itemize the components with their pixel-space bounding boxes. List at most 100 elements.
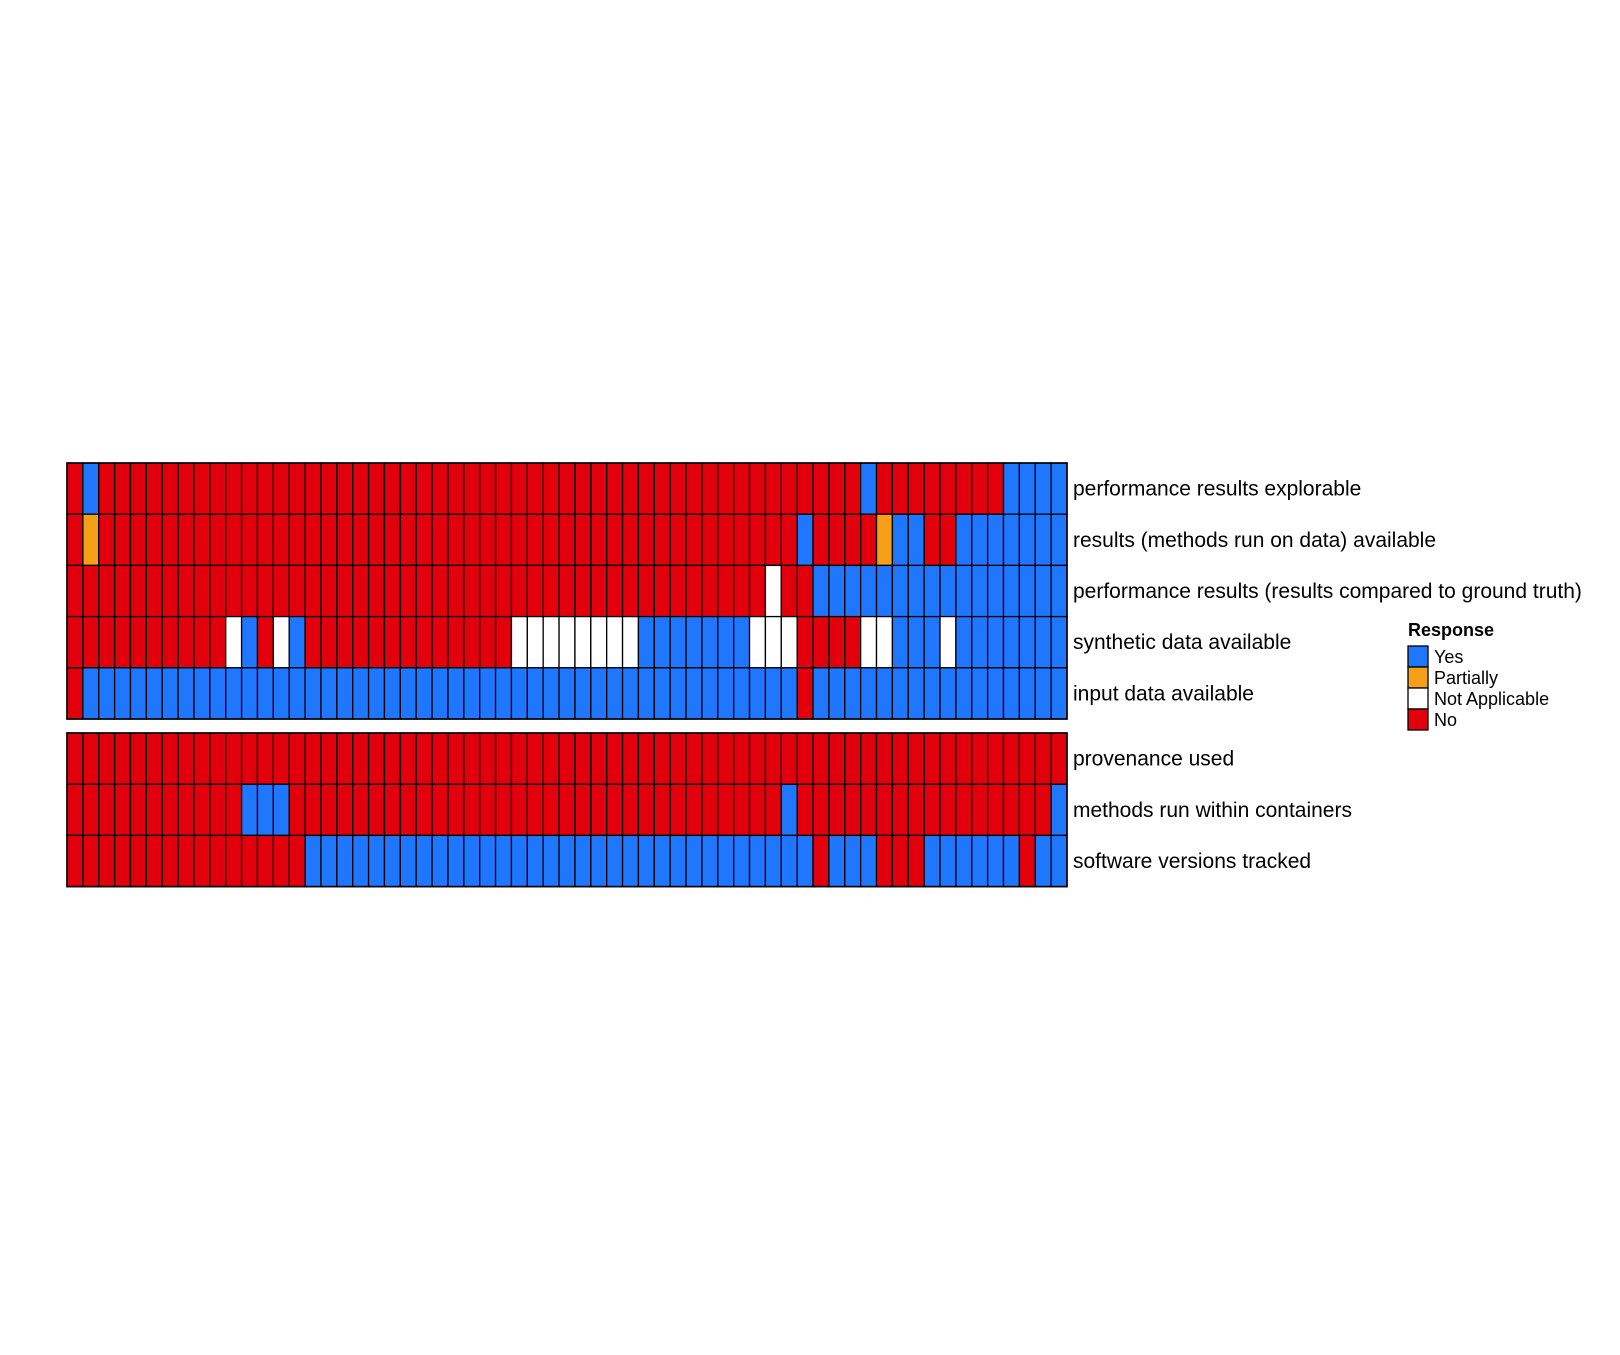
heatmap-cell-no <box>939 732 957 785</box>
heatmap-cell-no <box>113 462 132 515</box>
heatmap-cell-no <box>1018 834 1036 888</box>
legend-swatch-not-applicable <box>1407 687 1429 710</box>
heatmap-cell-no <box>209 732 227 785</box>
heatmap-cell-yes <box>1050 834 1068 888</box>
heatmap-cell-no <box>98 564 116 618</box>
heatmap-cell-yes <box>1002 513 1021 567</box>
heatmap-cell-no <box>431 564 449 618</box>
heatmap-cell-no <box>177 783 195 837</box>
heatmap-cell-yes <box>240 667 259 720</box>
heatmap-cell-yes <box>447 834 465 888</box>
heatmap-cell-no <box>574 513 592 567</box>
heatmap-cell-no <box>415 615 433 669</box>
heatmap-cell-yes <box>971 513 989 567</box>
heatmap-cell-yes <box>860 667 878 720</box>
heatmap-cell-yes <box>526 667 544 720</box>
heatmap-cell-yes <box>923 667 941 720</box>
legend-swatch-no <box>1407 708 1429 731</box>
heatmap-cell-no <box>590 732 608 785</box>
heatmap-cell-no <box>288 564 306 618</box>
heatmap-cell-no <box>431 462 449 515</box>
heatmap-cell-yes <box>542 667 560 720</box>
heatmap-cell-yes <box>272 667 290 720</box>
heatmap-cell-yes <box>558 667 576 720</box>
heatmap-cell-no <box>653 462 671 515</box>
heatmap-cell-yes <box>399 834 417 888</box>
heatmap-cell-no <box>193 783 211 837</box>
heatmap-cell-no <box>479 513 497 567</box>
heatmap-cell-yes <box>1018 513 1036 567</box>
heatmap-cell-yes <box>463 667 481 720</box>
heatmap-cell-yes <box>717 667 735 720</box>
heatmap-cell-yes <box>1034 462 1052 515</box>
heatmap-cell-no <box>606 783 624 837</box>
heatmap-cell-yes <box>828 667 846 720</box>
heatmap-cell-no <box>145 513 163 567</box>
heatmap-cell-no <box>891 462 909 515</box>
heatmap-cell-yes <box>907 667 925 720</box>
heatmap-cell-no <box>415 462 433 515</box>
heatmap-cell-no <box>447 462 465 515</box>
heatmap-cell-no <box>129 834 148 888</box>
heatmap-cell-no <box>66 783 84 837</box>
heatmap-cell-yes <box>812 564 830 618</box>
heatmap-cell-yes <box>606 834 624 888</box>
heatmap-cell-no <box>1034 732 1052 785</box>
heatmap-cell-yes <box>971 615 989 669</box>
heatmap-cell-yes <box>1002 834 1021 888</box>
heatmap-cell-no <box>780 513 798 567</box>
heatmap-cell-no <box>590 783 608 837</box>
heatmap-cell-no <box>66 834 84 888</box>
heatmap-cell-no <box>336 564 354 618</box>
heatmap-cell-no <box>1002 732 1021 785</box>
heatmap-cell-no <box>510 783 528 837</box>
heatmap-cell-no <box>971 462 989 515</box>
heatmap-cell-no <box>812 732 830 785</box>
heatmap-cell-no <box>526 732 544 785</box>
heatmap-cell-yes <box>748 834 767 888</box>
heatmap-cell-no <box>113 615 132 669</box>
heatmap-cell-no <box>669 513 687 567</box>
heatmap-cell-not-applicable <box>272 615 290 669</box>
heatmap-cell-yes <box>685 834 703 888</box>
heatmap-cell-no <box>145 564 163 618</box>
heatmap-cell-yes <box>796 834 814 888</box>
heatmap-cell-yes <box>1050 564 1068 618</box>
row-label: performance results (results compared to… <box>1073 580 1582 603</box>
heatmap-cell-yes <box>875 564 894 618</box>
heatmap-cell-no <box>463 462 481 515</box>
heatmap-cell-yes <box>272 783 290 837</box>
heatmap-cell-no <box>621 783 640 837</box>
heatmap-cell-yes <box>415 667 433 720</box>
heatmap-cell-no <box>558 462 576 515</box>
heatmap-cell-yes <box>828 564 846 618</box>
heatmap-cell-yes <box>733 615 751 669</box>
heatmap-cell-no <box>733 564 751 618</box>
heatmap-cell-yes <box>574 834 592 888</box>
heatmap-cell-yes <box>621 667 640 720</box>
heatmap-cell-yes <box>907 615 925 669</box>
heatmap-cell-no <box>256 513 275 567</box>
heatmap-cell-no <box>653 732 671 785</box>
heatmap-cell-no <box>733 513 751 567</box>
heatmap-cell-no <box>669 462 687 515</box>
heatmap-cell-not-applicable <box>526 615 544 669</box>
heatmap-cell-no <box>177 732 195 785</box>
heatmap-cell-no <box>939 783 957 837</box>
heatmap-cell-no <box>367 462 386 515</box>
heatmap-cell-no <box>828 462 846 515</box>
heatmap-cell-no <box>780 564 798 618</box>
heatmap-cell-yes <box>1050 667 1068 720</box>
legend-swatch-partially <box>1407 666 1429 689</box>
heatmap-cell-no <box>574 783 592 837</box>
heatmap-cell-yes <box>923 834 941 888</box>
heatmap-cell-yes <box>367 834 386 888</box>
heatmap-cell-not-applicable <box>748 615 767 669</box>
heatmap-cell-no <box>98 783 116 837</box>
heatmap-cell-yes <box>177 667 195 720</box>
heatmap-cell-no <box>383 783 401 837</box>
heatmap-cell-yes <box>939 834 957 888</box>
heatmap-cell-no <box>574 564 592 618</box>
heatmap-cell-no <box>494 732 513 785</box>
heatmap-cell-no <box>177 615 195 669</box>
